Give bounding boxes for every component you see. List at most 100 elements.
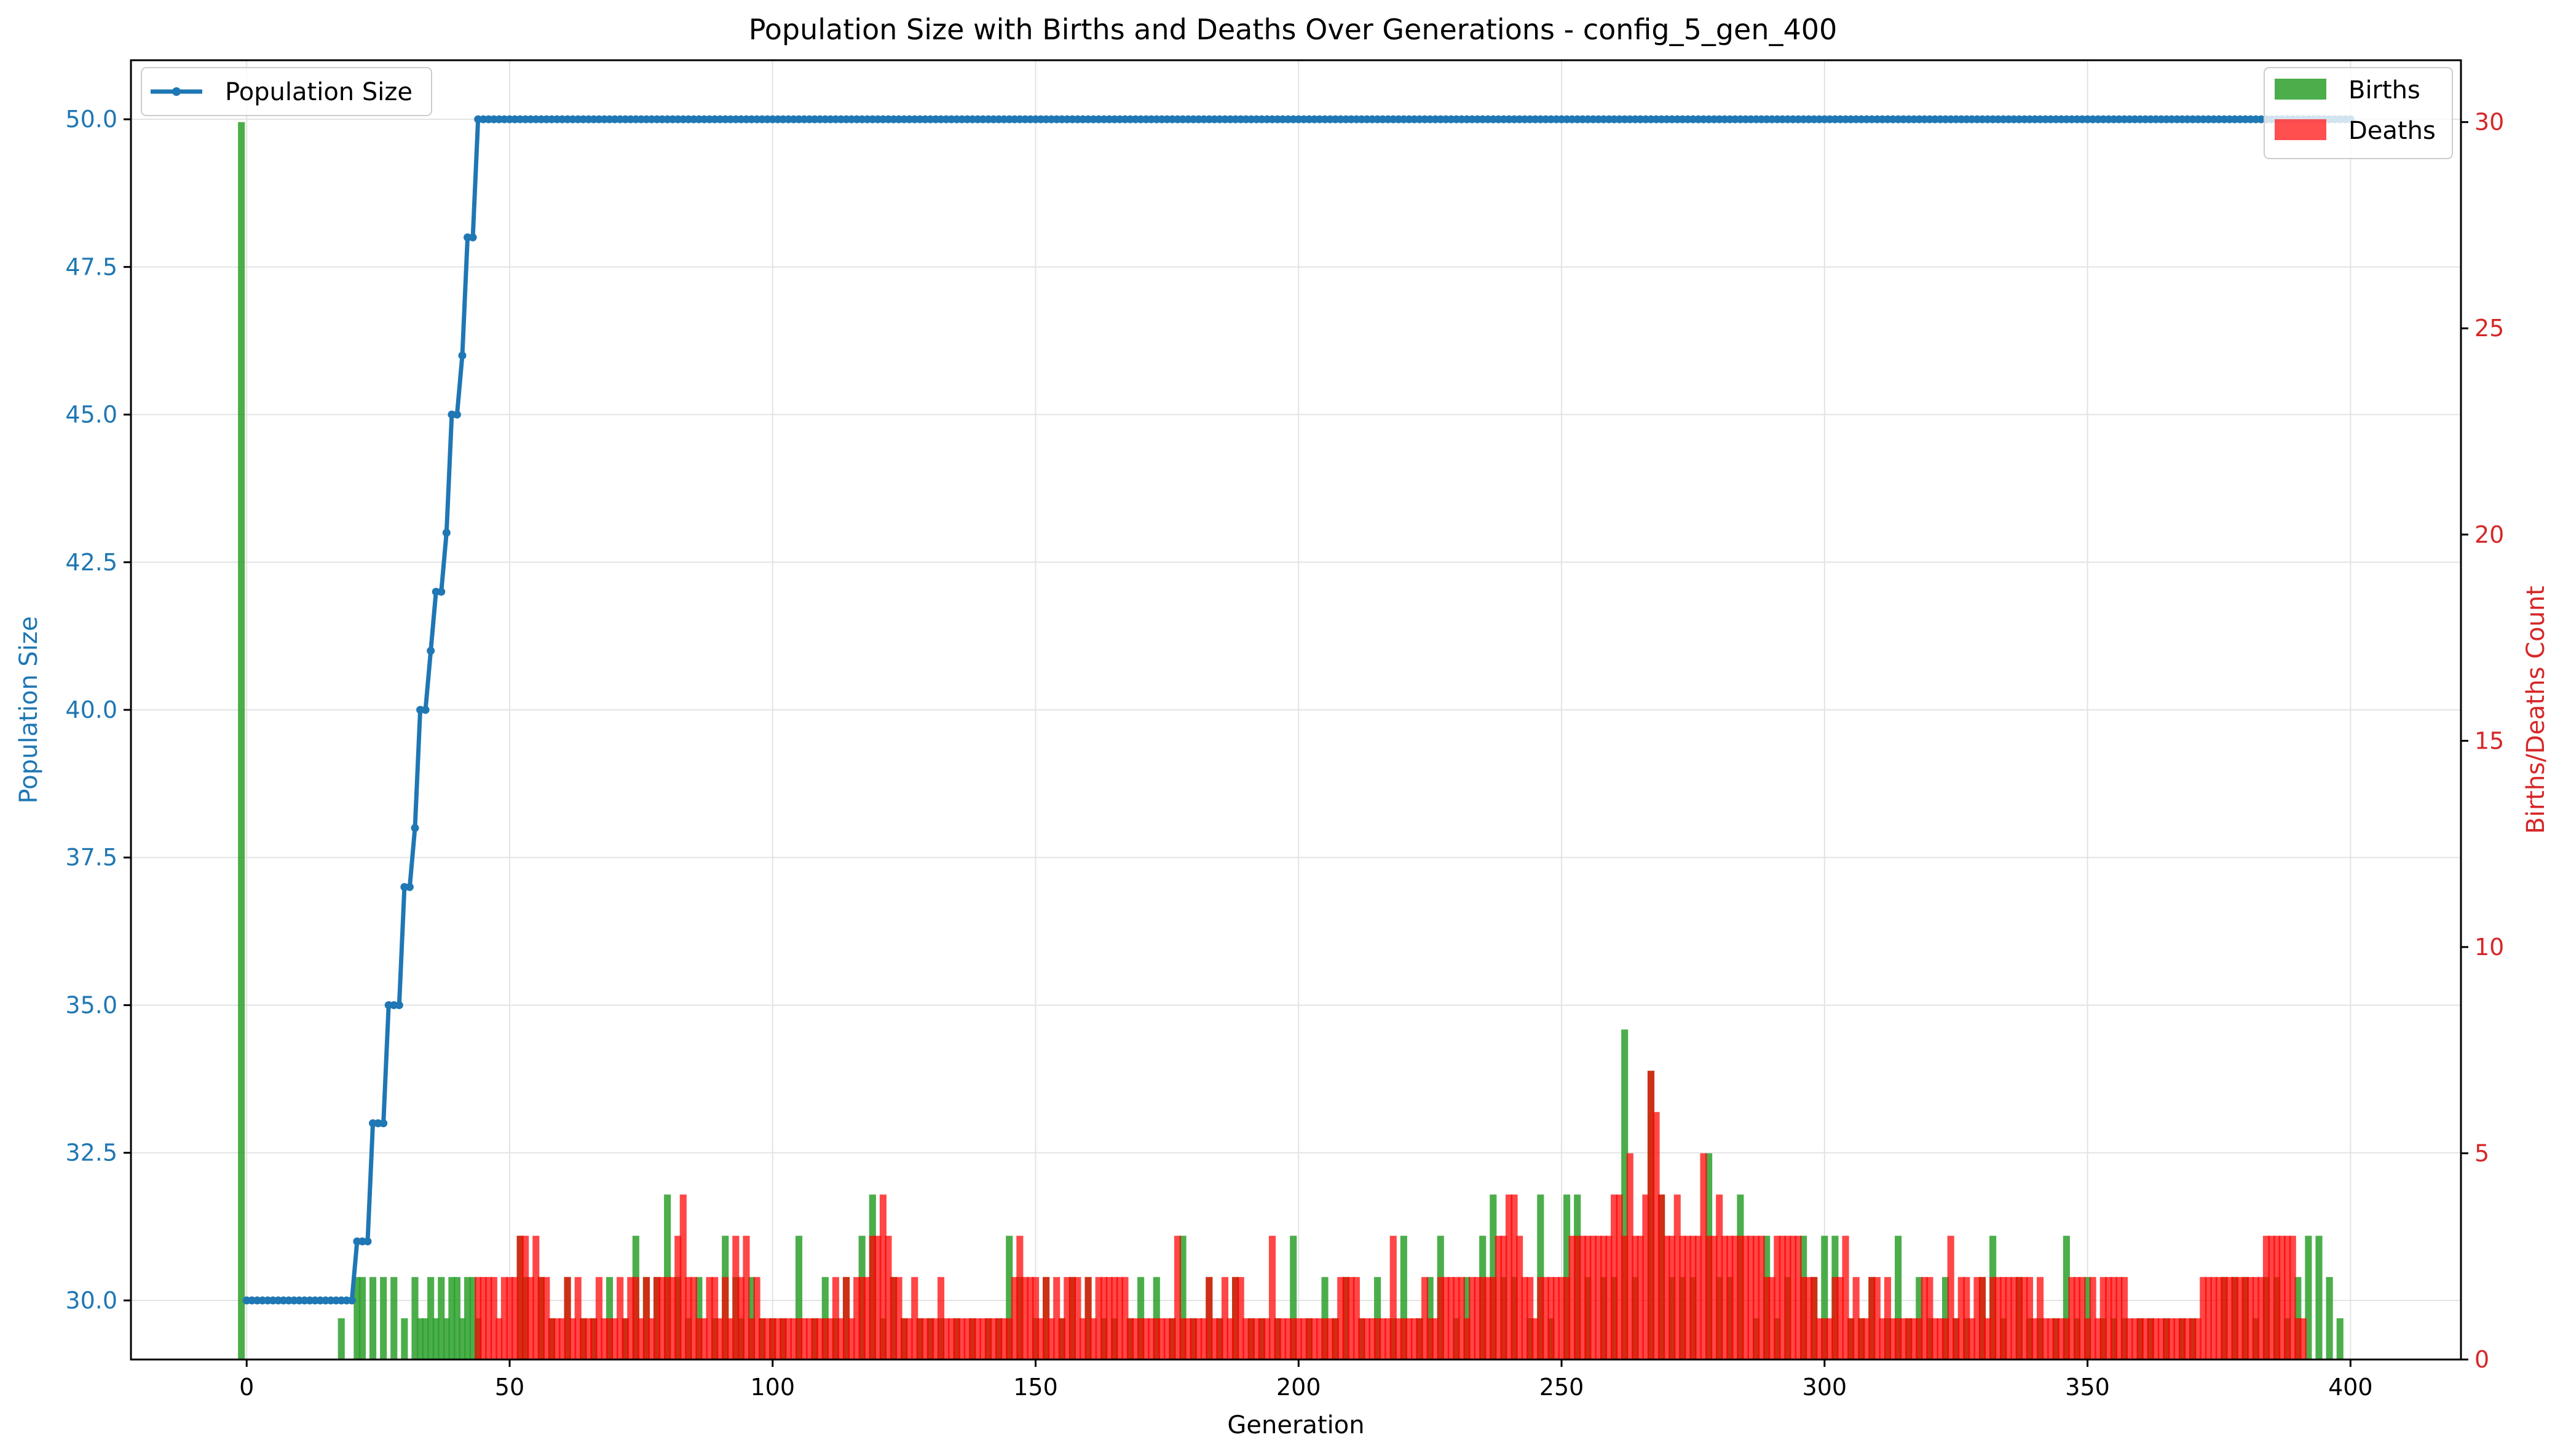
deaths-bar [1984,1318,1991,1360]
births-bar [401,1318,408,1360]
deaths-bar [1437,1277,1444,1360]
deaths-bar [806,1318,813,1360]
deaths-bar [1337,1277,1345,1360]
deaths-bar [1547,1277,1555,1360]
deaths-bar [1505,1194,1513,1360]
deaths-bar [1526,1277,1534,1360]
deaths-bar [1973,1277,1981,1360]
births-bar [380,1277,387,1360]
deaths-bar [1247,1318,1255,1360]
x-tick-label: 200 [1276,1374,1321,1401]
population-point [421,706,430,714]
deaths-bar [1384,1318,1392,1360]
deaths-bar [1253,1318,1260,1360]
population-point [468,233,477,242]
deaths-bar [2226,1277,2233,1360]
deaths-bar [1206,1277,1213,1360]
deaths-bar [1836,1277,1844,1360]
deaths-bar [901,1318,908,1360]
deaths-bar [1811,1277,1818,1360]
deaths-bar [706,1277,713,1360]
deaths-bar [548,1318,555,1360]
births-bar [1179,1235,1187,1360]
x-tick-label: 100 [750,1374,795,1401]
deaths-bar [1705,1235,1713,1360]
deaths-bar [1621,1235,1629,1360]
deaths-bar [1826,1318,1833,1360]
deaths-bar [1605,1235,1613,1360]
deaths-bar [2278,1235,2286,1360]
deaths-bar [926,1318,934,1360]
deaths-bar [2257,1277,2265,1360]
deaths-bar [1179,1318,1187,1360]
x-axis-ticks: 0 50 100 150 200 250 300 350 400 [239,1360,2373,1401]
deaths-bar [1600,1235,1608,1360]
chart-title: Population Size with Births and Deaths O… [749,13,1838,46]
deaths-bar [2289,1235,2296,1360]
deaths-bar [601,1318,608,1360]
x-tick-label: 150 [1013,1374,1058,1401]
legend-deaths-swatch [2275,119,2326,140]
deaths-bar [527,1277,534,1360]
deaths-bar [2120,1277,2128,1360]
left-tick-label: 50.0 [65,106,117,133]
deaths-bar [617,1277,624,1360]
deaths-bar [811,1318,818,1360]
deaths-bar [1968,1318,1975,1360]
deaths-bar [2047,1318,2055,1360]
deaths-bar [2221,1277,2228,1360]
deaths-bar [2189,1318,2197,1360]
deaths-bar [1689,1235,1697,1360]
deaths-bar [1190,1318,1197,1360]
deaths-bar [2147,1318,2154,1360]
deaths-bar [2205,1277,2212,1360]
deaths-bar [1632,1235,1639,1360]
deaths-bar [1737,1235,1744,1360]
population-point [411,824,419,832]
deaths-bar [1368,1318,1376,1360]
deaths-bar [1142,1318,1150,1360]
deaths-bar [1200,1318,1207,1360]
deaths-bar [642,1277,650,1360]
births-bar [2336,1318,2344,1360]
deaths-bar [2215,1277,2223,1360]
deaths-bar [622,1318,629,1360]
right-tick-label: 30 [2474,109,2504,136]
deaths-bar [516,1235,524,1360]
deaths-bar [2037,1277,2044,1360]
deaths-bar [1726,1235,1734,1360]
deaths-bar [1084,1277,1092,1360]
deaths-bar [748,1318,756,1360]
deaths-bar [974,1318,981,1360]
deaths-bar [1895,1318,1902,1360]
deaths-bar [764,1318,771,1360]
deaths-bar [1358,1318,1365,1360]
deaths-bar [727,1318,734,1360]
deaths-bar [2105,1277,2112,1360]
deaths-bar [537,1277,545,1360]
deaths-bar [1716,1194,1723,1360]
deaths-bar [969,1318,976,1360]
deaths-bar [2142,1318,2149,1360]
births-bar [459,1318,466,1360]
deaths-bar [1053,1277,1060,1360]
deaths-bar [1432,1318,1439,1360]
births-bar [1895,1235,1902,1360]
deaths-bar [1531,1318,1539,1360]
deaths-bars [475,1071,2307,1360]
population-point [427,647,435,655]
deaths-bar [1021,1277,1029,1360]
deaths-bar [1931,1318,1939,1360]
deaths-bar [1679,1235,1686,1360]
deaths-bar [743,1235,750,1360]
right-tick-label: 5 [2474,1139,2489,1167]
deaths-bar [532,1235,540,1360]
population-line [242,115,2355,1305]
births-bar [411,1277,419,1360]
left-tick-label: 47.5 [65,253,117,280]
deaths-bar [2126,1318,2133,1360]
deaths-bar [821,1318,829,1360]
deaths-bar [769,1318,776,1360]
legend-population-frame [141,67,432,116]
deaths-bar [1048,1318,1055,1360]
